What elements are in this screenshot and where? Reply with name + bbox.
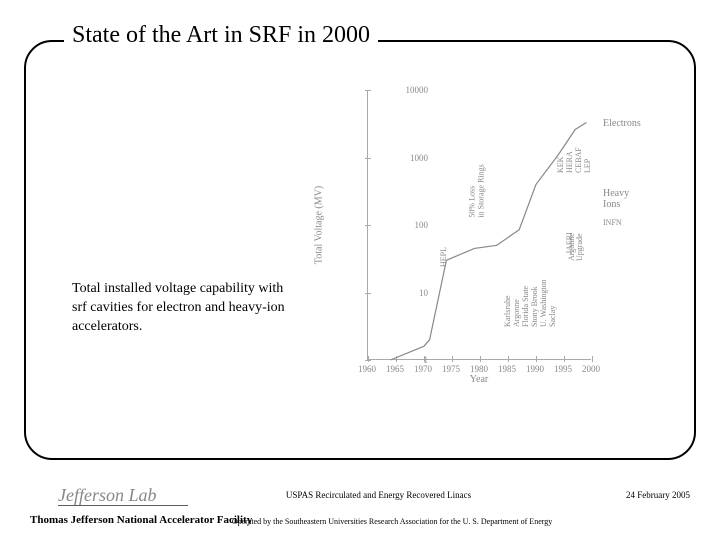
xtick-label: 1985 bbox=[498, 364, 516, 374]
xtick-label: 1960 bbox=[358, 364, 376, 374]
facility-cebaf: CEBAF bbox=[574, 147, 583, 173]
slide-date: 24 February 2005 bbox=[626, 490, 690, 500]
ytick-label: 10 bbox=[419, 288, 428, 298]
facility-lep: LEP bbox=[583, 159, 592, 173]
footer: Jefferson Lab Thomas Jefferson National … bbox=[0, 476, 720, 540]
xtick bbox=[592, 356, 593, 362]
series-line bbox=[368, 90, 591, 359]
facility-stack-2: Florida State bbox=[521, 286, 530, 327]
x-axis-label: Year bbox=[470, 374, 488, 385]
facility-kek: KEK bbox=[556, 157, 565, 173]
facility-stack-1: Argonne bbox=[512, 299, 521, 327]
facility-hepl: HEPL bbox=[439, 247, 448, 267]
facility-stack-4: U. Washington bbox=[539, 279, 548, 327]
mid-annotation: 50% Lossin Storage Rings bbox=[468, 164, 486, 217]
facility-stack-3: Stony Brook bbox=[530, 286, 539, 327]
facility-stack-5: Saclay bbox=[548, 306, 557, 327]
heavy-ions-label: HeavyIons bbox=[603, 188, 629, 210]
xtick-label: 1965 bbox=[386, 364, 404, 374]
facility-hera: HERA bbox=[565, 151, 574, 173]
chart: Total Voltage (MV) Year HEPL 50% Lossin … bbox=[305, 80, 660, 390]
xtick-label: 1980 bbox=[470, 364, 488, 374]
electrons-label: Electrons bbox=[603, 118, 641, 129]
operated-by: Operated by the Southeastern Universitie… bbox=[232, 517, 552, 526]
facility-argonne-upg: ArgonneUpgrade bbox=[568, 233, 584, 261]
xtick-label: 1970 bbox=[414, 364, 432, 374]
plot-area: HEPL 50% Lossin Storage Rings KEK HERA C… bbox=[367, 90, 591, 360]
slide-title: State of the Art in SRF in 2000 bbox=[64, 22, 378, 49]
y-axis-label: Total Voltage (MV) bbox=[314, 186, 325, 264]
xtick-label: 2000 bbox=[582, 364, 600, 374]
ytick-label: 1000 bbox=[410, 153, 428, 163]
facility-stack-0: Karlsruhe bbox=[503, 295, 512, 327]
ytick-label: 10000 bbox=[406, 85, 429, 95]
xtick-label: 1975 bbox=[442, 364, 460, 374]
logo-underline bbox=[58, 505, 188, 506]
center-title: USPAS Recirculated and Energy Recovered … bbox=[286, 490, 471, 500]
facility-name: Thomas Jefferson National Accelerator Fa… bbox=[30, 514, 252, 526]
xtick-label: 1995 bbox=[554, 364, 572, 374]
facility-infn: INFN bbox=[603, 218, 622, 227]
logo: Jefferson Lab bbox=[58, 485, 157, 506]
xtick-label: 1990 bbox=[526, 364, 544, 374]
ytick-label: 100 bbox=[415, 220, 429, 230]
chart-caption: Total installed voltage capability with … bbox=[72, 280, 292, 337]
